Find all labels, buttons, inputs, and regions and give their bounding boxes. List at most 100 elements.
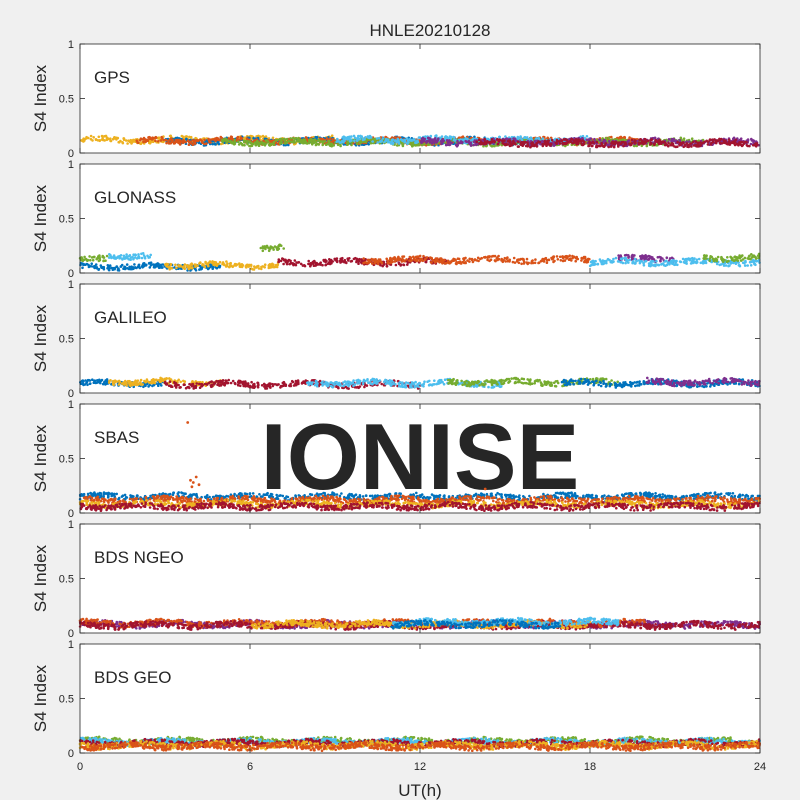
data-point (166, 265, 170, 269)
data-point (416, 255, 420, 258)
data-point (357, 260, 361, 263)
data-point (533, 139, 537, 143)
data-point (145, 263, 148, 267)
data-point (330, 142, 334, 146)
data-point (652, 142, 656, 146)
data-point (699, 261, 703, 265)
data-point (467, 141, 471, 144)
data-point (383, 140, 386, 144)
data-point (211, 142, 214, 146)
data-point (619, 257, 623, 261)
data-point (441, 258, 444, 262)
data-point (109, 139, 112, 143)
data-point (120, 263, 124, 267)
data-point (360, 135, 364, 138)
data-point (568, 254, 571, 257)
data-point (393, 260, 397, 263)
data-point (631, 260, 635, 263)
data-point (260, 265, 263, 269)
data-point (617, 145, 620, 148)
data-point (353, 139, 356, 142)
data-point (503, 139, 506, 142)
data-point (284, 258, 287, 262)
data-point (112, 254, 116, 257)
data-point (225, 141, 228, 144)
y-tick-label: 1 (68, 39, 74, 51)
data-point (405, 258, 408, 261)
data-point (412, 137, 416, 141)
data-point (119, 256, 122, 260)
data-point (277, 244, 281, 248)
data-point (80, 259, 83, 262)
data-point (695, 258, 699, 262)
data-point (326, 262, 330, 266)
data-point (673, 259, 676, 263)
data-point (109, 255, 113, 258)
data-point (541, 137, 544, 140)
data-point (154, 136, 158, 139)
data-point (259, 138, 262, 142)
data-point (415, 141, 418, 144)
data-point (724, 139, 727, 143)
data-point (525, 257, 529, 261)
data-point (386, 261, 390, 265)
data-point (393, 139, 397, 143)
data-point (590, 263, 593, 267)
data-point (229, 137, 233, 141)
data-point (348, 137, 351, 140)
data-point (130, 265, 133, 269)
data-point (739, 137, 743, 140)
data-point (138, 139, 142, 142)
data-point (739, 256, 742, 259)
data-point (291, 262, 295, 265)
data-point (397, 140, 400, 143)
data-point (502, 142, 506, 146)
data-point (727, 138, 731, 142)
data-point (420, 137, 424, 140)
data-point (682, 141, 685, 145)
data-point (390, 260, 393, 263)
data-point (379, 140, 382, 143)
data-point (267, 264, 271, 268)
data-point (182, 138, 185, 142)
data-point (591, 259, 594, 263)
data-point (429, 256, 432, 259)
data-point (537, 140, 540, 143)
data-point (678, 138, 681, 142)
data-point (591, 144, 594, 148)
data-point (560, 139, 564, 142)
data-point (246, 140, 249, 144)
data-point (307, 259, 311, 263)
data-point (407, 141, 410, 144)
data-point (151, 138, 154, 141)
data-point (618, 136, 622, 139)
data-point (393, 256, 397, 259)
data-point (738, 141, 741, 144)
data-point (578, 138, 581, 142)
data-point (529, 145, 532, 149)
data-point (252, 136, 255, 140)
data-point (350, 143, 353, 147)
data-point (123, 265, 127, 269)
data-point (431, 138, 434, 142)
data-point (439, 140, 443, 143)
data-point (490, 140, 494, 143)
data-point (720, 142, 724, 145)
data-point (607, 140, 611, 143)
data-point (444, 135, 448, 138)
data-point (203, 142, 206, 146)
data-point (376, 262, 380, 266)
data-point (488, 259, 491, 263)
data-point (264, 245, 268, 249)
data-point (96, 139, 100, 142)
data-point (544, 256, 548, 260)
data-point (643, 142, 646, 145)
data-point (283, 137, 286, 141)
data-point (128, 254, 132, 257)
data-point (314, 264, 318, 267)
data-point (603, 138, 606, 142)
data-point (667, 142, 670, 145)
data-point (203, 265, 207, 269)
data-point (98, 255, 101, 259)
data-point (493, 254, 497, 258)
